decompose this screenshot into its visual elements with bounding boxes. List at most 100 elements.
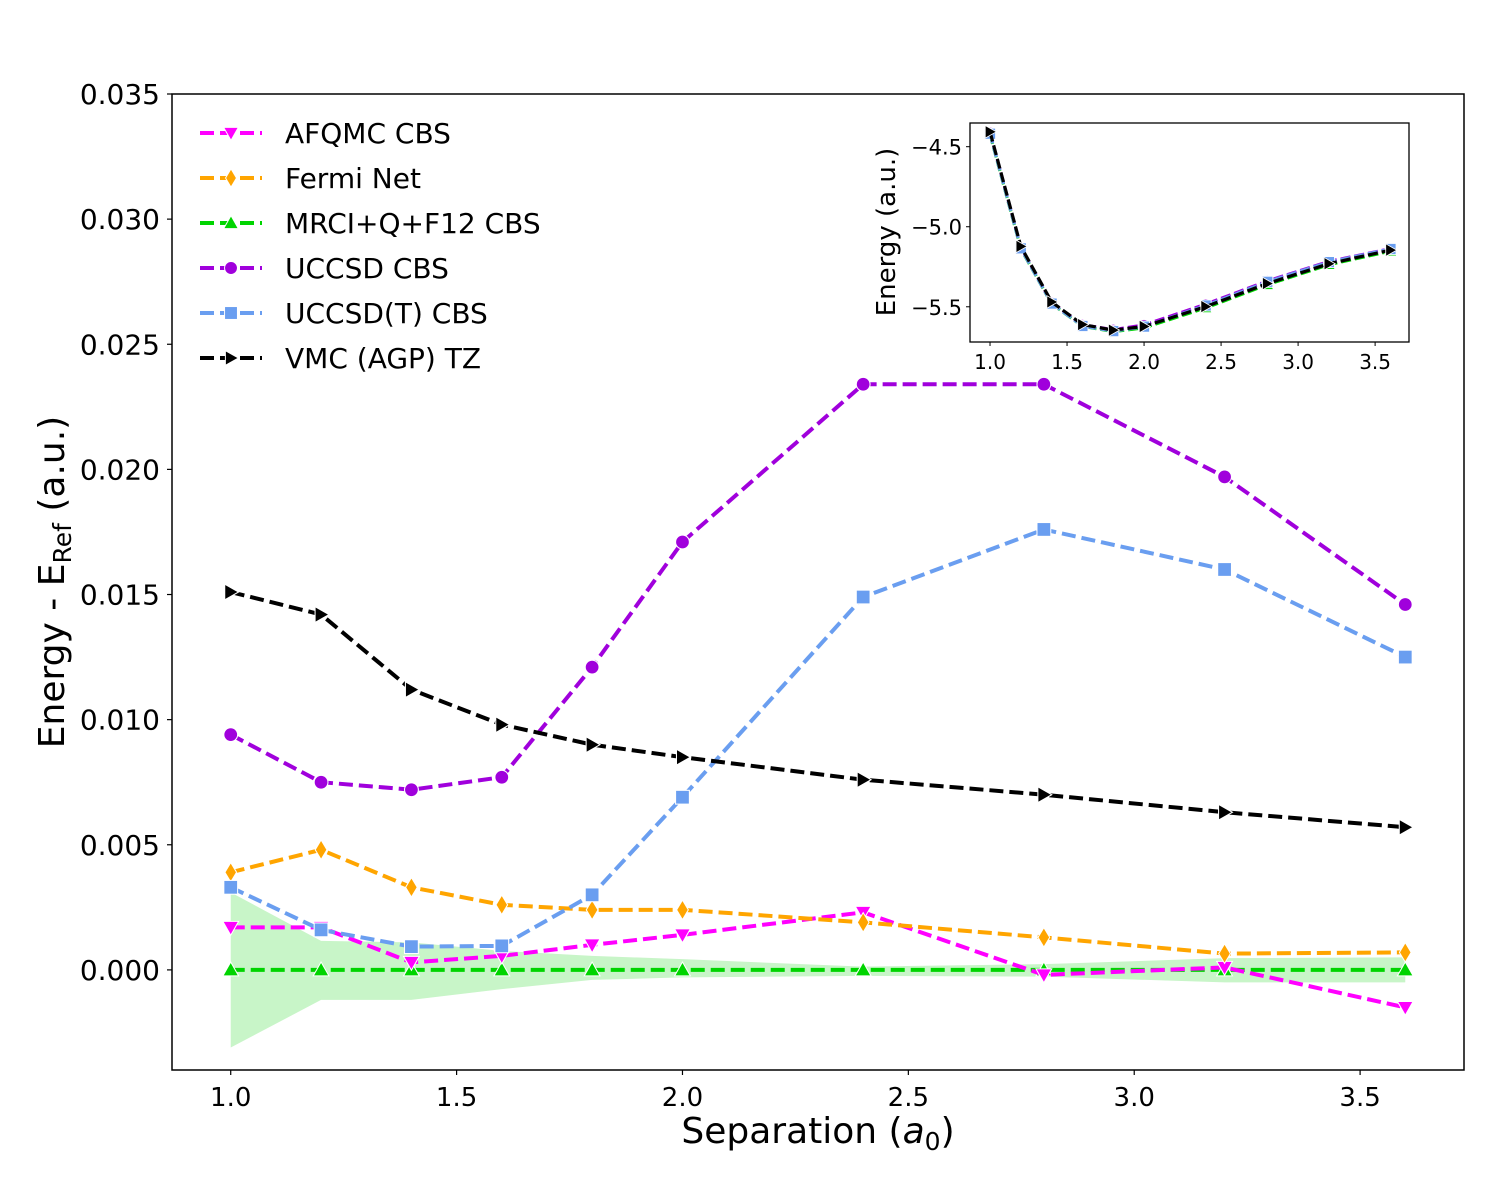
main-y-ticks: 0.000 0.005 0.010 0.015 0.020 0.025 0.030 0.035 [80, 78, 172, 987]
y-tick-label: 0.005 [80, 829, 160, 862]
data-point-uccsd-cbs [1397, 597, 1413, 612]
data-point-mrci-q-f12-cbs [673, 960, 692, 977]
inset-series-vmc-agp-tz [984, 124, 1398, 338]
data-point-fermi-net [585, 899, 599, 921]
x-axis-label-variable: a [903, 1111, 925, 1152]
series-uccsd-t-cbs [223, 522, 1413, 955]
data-point-afqmc-cbs [583, 938, 601, 954]
inset-x-tick-label: 1.5 [1051, 350, 1083, 374]
inset-data-point-vmc-agp-tz [1323, 256, 1337, 271]
data-point-vmc-agp-tz [314, 605, 331, 624]
legend-item-uccsd-t-cbs: UCCSD(T) CBS [200, 297, 488, 330]
legend-marker-triangle-right-icon [224, 349, 240, 367]
data-point-afqmc-cbs [221, 920, 240, 937]
y-tick-label: 0.015 [80, 579, 160, 612]
y-tick-label: 0.030 [80, 203, 160, 236]
data-point-fermi-net [1037, 926, 1051, 949]
x-tick-label: 1.0 [210, 1083, 251, 1113]
legend-label: UCCSD CBS [285, 252, 449, 285]
legend-label: UCCSD(T) CBS [285, 297, 488, 330]
inset-series-line-vmc-agp-tz [988, 131, 1391, 332]
data-point-vmc-agp-tz [1398, 818, 1415, 837]
inset-data-point-vmc-agp-tz [1262, 276, 1275, 291]
series-vmc-agp-tz [224, 583, 1415, 837]
data-point-uccsd-cbs [855, 376, 871, 392]
y-tick-label: 0.020 [80, 453, 160, 486]
x-tick-label: 3.0 [1114, 1083, 1155, 1113]
inset-background [970, 123, 1409, 342]
data-point-afqmc-cbs [1035, 968, 1053, 984]
data-point-uccsd-cbs [1036, 376, 1052, 392]
x-tick-label: 2.5 [888, 1083, 929, 1113]
x-tick-label: 1.5 [436, 1083, 477, 1113]
data-point-uccsd-t-cbs [675, 789, 690, 805]
inset-data-point-vmc-agp-tz [1046, 294, 1059, 309]
legend-marker-triangle-up-icon [222, 214, 240, 230]
data-point-uccsd-t-cbs [313, 922, 329, 938]
inset-y-ticks: −4.5 −5.0 −5.5 [911, 136, 970, 320]
legend-item-mrci-q-f12-cbs: MRCI+Q+F12 CBS [200, 207, 541, 240]
inset-data-point-vmc-agp-tz [1015, 239, 1028, 254]
inset-axes: 1.0 1.5 2.0 2.5 3.0 3.5 −4.5 −5.0 −5.5 Energy (… [872, 122, 1410, 374]
inset-y-axis-label: Energy (a.u.) [872, 148, 902, 317]
data-point-fermi-net [314, 839, 328, 861]
data-point-uccsd-cbs [584, 659, 600, 675]
series-line-uccsd-t-cbs [229, 527, 1407, 949]
x-axis-label-suffix: ) [941, 1111, 955, 1152]
legend-label: Fermi Net [285, 162, 421, 195]
inset-x-tick-label: 3.0 [1282, 350, 1314, 374]
y-axis-label: Energy - ERef (a.u.) [32, 416, 77, 748]
data-point-uccsd-t-cbs [404, 939, 419, 955]
data-point-mrci-q-f12-cbs [854, 960, 872, 977]
x-tick-label: 3.5 [1339, 1083, 1380, 1113]
data-point-uccsd-cbs [494, 769, 510, 785]
series-line-fermi-net [230, 847, 1406, 956]
inset-data-point-vmc-agp-tz [984, 124, 998, 139]
legend-marker-diamond-icon [224, 167, 238, 189]
inset-series-layer [983, 124, 1398, 338]
data-point-vmc-agp-tz [675, 748, 692, 766]
y-axis-label-subscript: Ref [48, 522, 77, 564]
data-point-fermi-net [856, 911, 870, 934]
legend-label: AFQMC CBS [285, 117, 451, 150]
legend-label: VMC (AGP) TZ [285, 342, 481, 375]
main-series-layer [221, 376, 1415, 1017]
data-point-vmc-agp-tz [856, 770, 873, 789]
data-point-uccsd-cbs [223, 727, 239, 743]
y-tick-label: 0.035 [80, 78, 160, 111]
series-line-afqmc-cbs [230, 910, 1406, 1010]
x-axis-label-subscript: 0 [925, 1127, 941, 1156]
inset-data-point-vmc-agp-tz [1077, 317, 1090, 332]
y-tick-label: 0.010 [80, 704, 160, 737]
x-axis-label-prefix: Separation ( [681, 1111, 902, 1152]
inset-y-tick-label: −4.5 [911, 136, 962, 160]
legend-marker-triangle-down-icon [222, 126, 240, 142]
inset-data-point-vmc-agp-tz [1108, 323, 1121, 338]
data-point-uccsd-cbs [1217, 469, 1232, 485]
series-line-uccsd-cbs [229, 382, 1407, 792]
main-plot-frame [171, 93, 1465, 1071]
data-point-mrci-q-f12-cbs [221, 960, 240, 977]
inset-data-point-vmc-agp-tz [1138, 319, 1152, 334]
data-point-uccsd-t-cbs [223, 879, 239, 895]
data-point-afqmc-cbs [673, 928, 692, 944]
data-point-mrci-q-f12-cbs [312, 960, 330, 977]
data-point-vmc-agp-tz [404, 680, 421, 699]
data-point-uccsd-t-cbs [584, 887, 600, 903]
inset-x-tick-label: 2.5 [1205, 350, 1237, 374]
data-point-afqmc-cbs [402, 955, 421, 972]
data-point-uccsd-cbs [404, 782, 419, 798]
data-point-fermi-net [1398, 941, 1412, 964]
data-point-vmc-agp-tz [495, 715, 511, 734]
inset-data-point-vmc-agp-tz [1200, 299, 1213, 314]
legend-label: MRCI+Q+F12 CBS [285, 207, 541, 240]
data-point-vmc-agp-tz [585, 735, 602, 754]
data-point-mrci-q-f12-cbs [583, 960, 601, 977]
data-point-fermi-net [404, 876, 418, 899]
data-point-uccsd-t-cbs [1217, 562, 1232, 577]
inset-x-tick-label: 1.0 [974, 350, 1006, 374]
inset-x-ticks: 1.0 1.5 2.0 2.5 3.0 3.5 [974, 342, 1391, 374]
y-tick-label: 0.025 [80, 328, 160, 361]
legend-marker-square-icon [224, 306, 238, 320]
